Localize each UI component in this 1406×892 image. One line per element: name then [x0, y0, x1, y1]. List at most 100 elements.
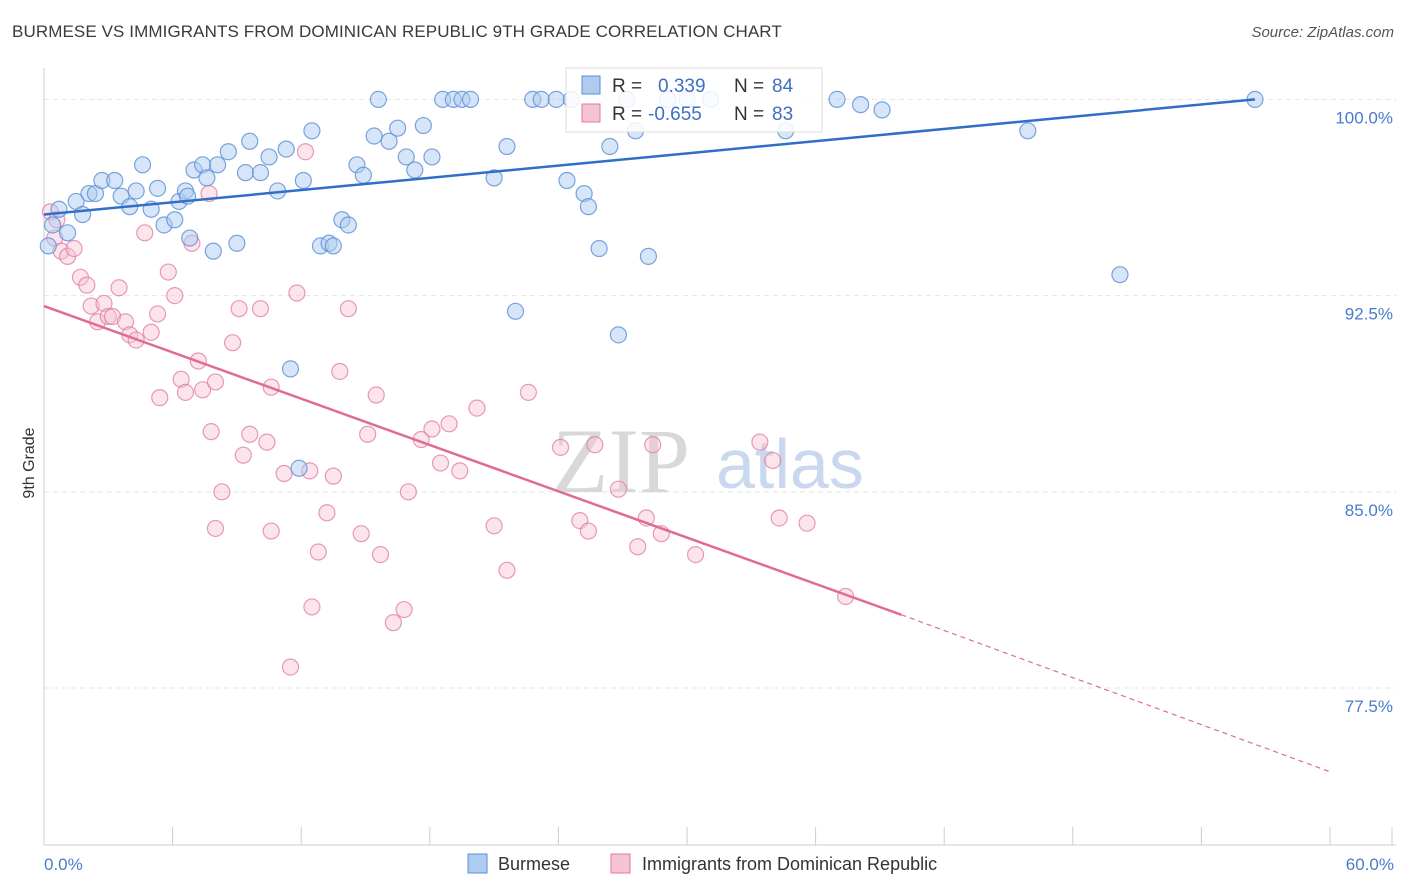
axes	[43, 68, 1396, 846]
point-burmese-63	[547, 90, 565, 108]
point-burmese-31	[251, 164, 270, 182]
point-dominican-57	[399, 483, 417, 501]
point-dominican-23	[176, 383, 195, 402]
point-dominican-7	[82, 297, 100, 315]
point-dominican-52	[359, 425, 377, 443]
point-dominican-66	[519, 383, 537, 402]
point-dominican-55	[384, 614, 402, 632]
point-burmese-78	[828, 90, 846, 108]
point-dominican-43	[296, 143, 315, 161]
point-dominican-20	[159, 263, 177, 281]
point-dominican-49	[331, 362, 349, 381]
point-dominican-59	[423, 420, 441, 438]
point-burmese-38	[303, 122, 321, 140]
point-dominican-65	[498, 561, 516, 579]
point-dominican-30	[206, 519, 225, 538]
point-dominican-50	[339, 300, 357, 318]
point-burmese-26	[209, 156, 227, 174]
point-burmese-36	[290, 459, 308, 477]
legend-label-dominican: Immigrants from Dominican Republic	[642, 854, 937, 874]
stats-r-value-burmese: 0.339	[658, 76, 706, 97]
point-burmese-9	[106, 171, 124, 190]
point-dominican-35	[241, 425, 259, 443]
point-dominican-41	[281, 658, 300, 676]
x-tick-labels: 0.0% 60.0%	[44, 855, 1394, 874]
point-burmese-69	[601, 137, 619, 156]
point-dominican-31	[213, 483, 231, 501]
point-dominican-4	[65, 239, 83, 258]
point-dominican-13	[116, 313, 135, 331]
point-burmese-28	[228, 234, 246, 252]
point-burmese-81	[1019, 122, 1037, 140]
point-dominican-63	[468, 399, 486, 417]
stats-r-value-dominican: -0.655	[648, 104, 702, 125]
point-burmese-49	[389, 119, 407, 137]
point-burmese-82	[1111, 266, 1129, 284]
point-burmese-32	[260, 148, 278, 166]
point-dominican-51	[352, 525, 370, 543]
point-dominican-19	[151, 389, 169, 407]
point-dominican-47	[318, 504, 336, 522]
point-burmese-64	[558, 171, 576, 190]
point-burmese-50	[397, 148, 415, 166]
point-burmese-43	[339, 216, 357, 234]
point-burmese-17	[166, 211, 184, 229]
legend-swatch-dominican	[610, 853, 631, 874]
point-dominican-26	[194, 381, 212, 399]
point-dominican-29	[206, 373, 225, 391]
point-burmese-48	[380, 132, 398, 150]
point-dominican-42	[288, 284, 306, 302]
point-dominican-39	[262, 522, 280, 540]
point-burmese-70	[609, 326, 628, 344]
point-dominican-71	[609, 480, 628, 498]
stats-n-label-burmese: N =	[734, 76, 764, 97]
point-dominican-70	[586, 436, 604, 454]
trend-line-burmese	[43, 98, 1256, 216]
point-dominican-21	[166, 287, 184, 305]
point-dominican-18	[148, 305, 167, 323]
chart-source: Source: ZipAtlas.com	[1251, 24, 1394, 41]
x-tick-label-1: 60.0%	[1346, 855, 1394, 874]
y-tick-label-3: 77.5%	[1345, 697, 1393, 716]
stats-n-label-dominican: N =	[734, 104, 764, 125]
bottom-legend: Burmese Immigrants from Dominican Republ…	[467, 853, 937, 874]
point-burmese-60	[506, 302, 525, 320]
point-dominican-64	[485, 517, 503, 535]
watermark: ZIP atlas	[552, 410, 864, 512]
stats-swatch-burmese	[581, 75, 601, 95]
point-burmese-37	[294, 171, 312, 190]
point-dominican-48	[324, 467, 342, 485]
point-burmese-80	[873, 101, 891, 119]
point-burmese-68	[590, 239, 608, 258]
point-dominican-72	[629, 538, 647, 556]
point-dominican-61	[440, 415, 458, 433]
stats-swatch-dominican	[581, 103, 601, 123]
stats-n-value-dominican: 83	[772, 104, 793, 125]
chart-title: BURMESE VS IMMIGRANTS FROM DOMINICAN REP…	[12, 22, 782, 41]
point-dominican-32	[224, 334, 242, 352]
watermark-atlas: atlas	[716, 425, 864, 503]
trend-line-dominican-extension	[901, 614, 1331, 773]
stats-legend-box: R = 0.339 N = 84 R = -0.655 N = 83	[565, 67, 823, 133]
trend-line-dominican	[43, 304, 902, 616]
legend-label-burmese: Burmese	[498, 854, 570, 874]
trend-lines	[43, 98, 1331, 773]
point-dominican-12	[110, 279, 128, 297]
point-burmese-62	[532, 90, 550, 108]
y-tick-label-2: 85.0%	[1345, 501, 1393, 520]
point-dominican-9	[95, 294, 113, 313]
point-burmese-67	[579, 198, 598, 216]
point-burmese-73	[639, 247, 658, 265]
point-burmese-5	[73, 205, 92, 224]
point-burmese-3	[58, 224, 77, 242]
point-burmese-35	[281, 360, 300, 378]
point-burmese-0	[39, 237, 57, 255]
y-tick-label-1: 92.5%	[1345, 305, 1393, 324]
point-dominican-62	[451, 462, 469, 480]
point-burmese-59	[498, 137, 516, 156]
y-axis-title: 9th Grade	[21, 427, 38, 498]
point-dominican-11	[103, 307, 122, 326]
point-dominican-54	[371, 546, 390, 564]
point-dominican-56	[395, 600, 413, 619]
